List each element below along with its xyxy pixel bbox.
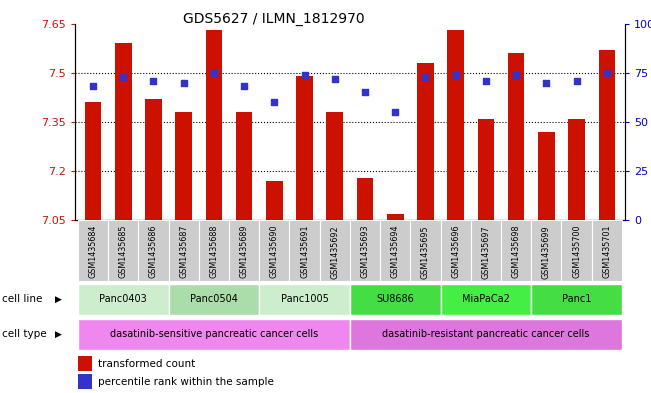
Point [421, 73, 431, 80]
Bar [568, 119, 585, 220]
Bar [471, 220, 501, 281]
Text: SU8686: SU8686 [376, 294, 414, 304]
Bar [592, 220, 622, 281]
Bar [85, 102, 102, 220]
Bar [229, 220, 259, 281]
Bar [320, 220, 350, 281]
Text: GDS5627 / ILMN_1812970: GDS5627 / ILMN_1812970 [183, 12, 364, 26]
Bar [531, 220, 561, 281]
Bar [78, 319, 350, 350]
Text: GSM1435701: GSM1435701 [602, 225, 611, 279]
Text: GSM1435698: GSM1435698 [512, 225, 521, 279]
Text: percentile rank within the sample: percentile rank within the sample [98, 376, 273, 387]
Bar [138, 220, 169, 281]
Text: dasatinib-resistant pancreatic cancer cells: dasatinib-resistant pancreatic cancer ce… [382, 329, 590, 340]
Bar [350, 283, 441, 315]
Text: GSM1435699: GSM1435699 [542, 225, 551, 279]
Bar [447, 30, 464, 220]
Text: GSM1435696: GSM1435696 [451, 225, 460, 279]
Bar [236, 112, 253, 220]
Text: Panc1: Panc1 [562, 294, 591, 304]
Text: GSM1435686: GSM1435686 [149, 225, 158, 278]
Text: Panc1005: Panc1005 [281, 294, 329, 304]
Point [450, 72, 461, 78]
Bar [175, 112, 192, 220]
Bar [296, 76, 313, 220]
Text: GSM1435693: GSM1435693 [361, 225, 370, 279]
Bar [259, 283, 350, 315]
Bar [199, 220, 229, 281]
Text: cell line: cell line [2, 294, 42, 304]
Bar [206, 30, 222, 220]
Bar [169, 283, 259, 315]
Text: GSM1435694: GSM1435694 [391, 225, 400, 279]
Text: GSM1435684: GSM1435684 [89, 225, 98, 278]
Bar [598, 50, 615, 220]
Text: dasatinib-sensitive pancreatic cancer cells: dasatinib-sensitive pancreatic cancer ce… [110, 329, 318, 340]
Point [572, 77, 582, 84]
Text: GSM1435700: GSM1435700 [572, 225, 581, 279]
Bar [441, 283, 531, 315]
Point [541, 79, 551, 86]
Text: GSM1435688: GSM1435688 [210, 225, 218, 278]
Bar [78, 220, 108, 281]
Point [329, 75, 340, 82]
Point [269, 99, 279, 105]
Bar [350, 319, 622, 350]
Text: ▶: ▶ [55, 295, 62, 303]
Point [511, 72, 521, 78]
Text: GSM1435697: GSM1435697 [482, 225, 490, 279]
Bar [357, 178, 373, 220]
Bar [259, 220, 290, 281]
Point [148, 77, 159, 84]
Bar [78, 283, 169, 315]
Point [480, 77, 491, 84]
Point [390, 109, 400, 115]
Bar [387, 213, 404, 220]
Text: MiaPaCa2: MiaPaCa2 [462, 294, 510, 304]
Bar [501, 220, 531, 281]
Point [239, 83, 249, 90]
Text: Panc0403: Panc0403 [100, 294, 147, 304]
Text: Panc0504: Panc0504 [190, 294, 238, 304]
Bar [169, 220, 199, 281]
Bar [290, 220, 320, 281]
Bar [327, 112, 343, 220]
Point [360, 89, 370, 95]
Text: transformed count: transformed count [98, 359, 195, 369]
Bar [441, 220, 471, 281]
Bar [115, 43, 132, 220]
Bar [380, 220, 410, 281]
Text: GSM1435690: GSM1435690 [270, 225, 279, 279]
Text: GSM1435691: GSM1435691 [300, 225, 309, 279]
Text: GSM1435695: GSM1435695 [421, 225, 430, 279]
Text: GSM1435687: GSM1435687 [179, 225, 188, 279]
Bar [508, 53, 525, 220]
Text: GSM1435689: GSM1435689 [240, 225, 249, 279]
Text: GSM1435692: GSM1435692 [330, 225, 339, 279]
Text: GSM1435685: GSM1435685 [118, 225, 128, 279]
Bar [145, 99, 161, 220]
Bar [538, 132, 555, 220]
Bar [478, 119, 494, 220]
Text: ▶: ▶ [55, 330, 62, 339]
Bar [350, 220, 380, 281]
Bar [561, 220, 592, 281]
Point [88, 83, 98, 90]
Point [299, 72, 310, 78]
Bar [410, 220, 441, 281]
Point [602, 70, 612, 76]
Bar [531, 283, 622, 315]
Bar [417, 63, 434, 220]
Bar [266, 181, 283, 220]
Point [118, 73, 128, 80]
Text: cell type: cell type [2, 329, 47, 340]
Point [209, 70, 219, 76]
Point [178, 79, 189, 86]
Bar [108, 220, 138, 281]
